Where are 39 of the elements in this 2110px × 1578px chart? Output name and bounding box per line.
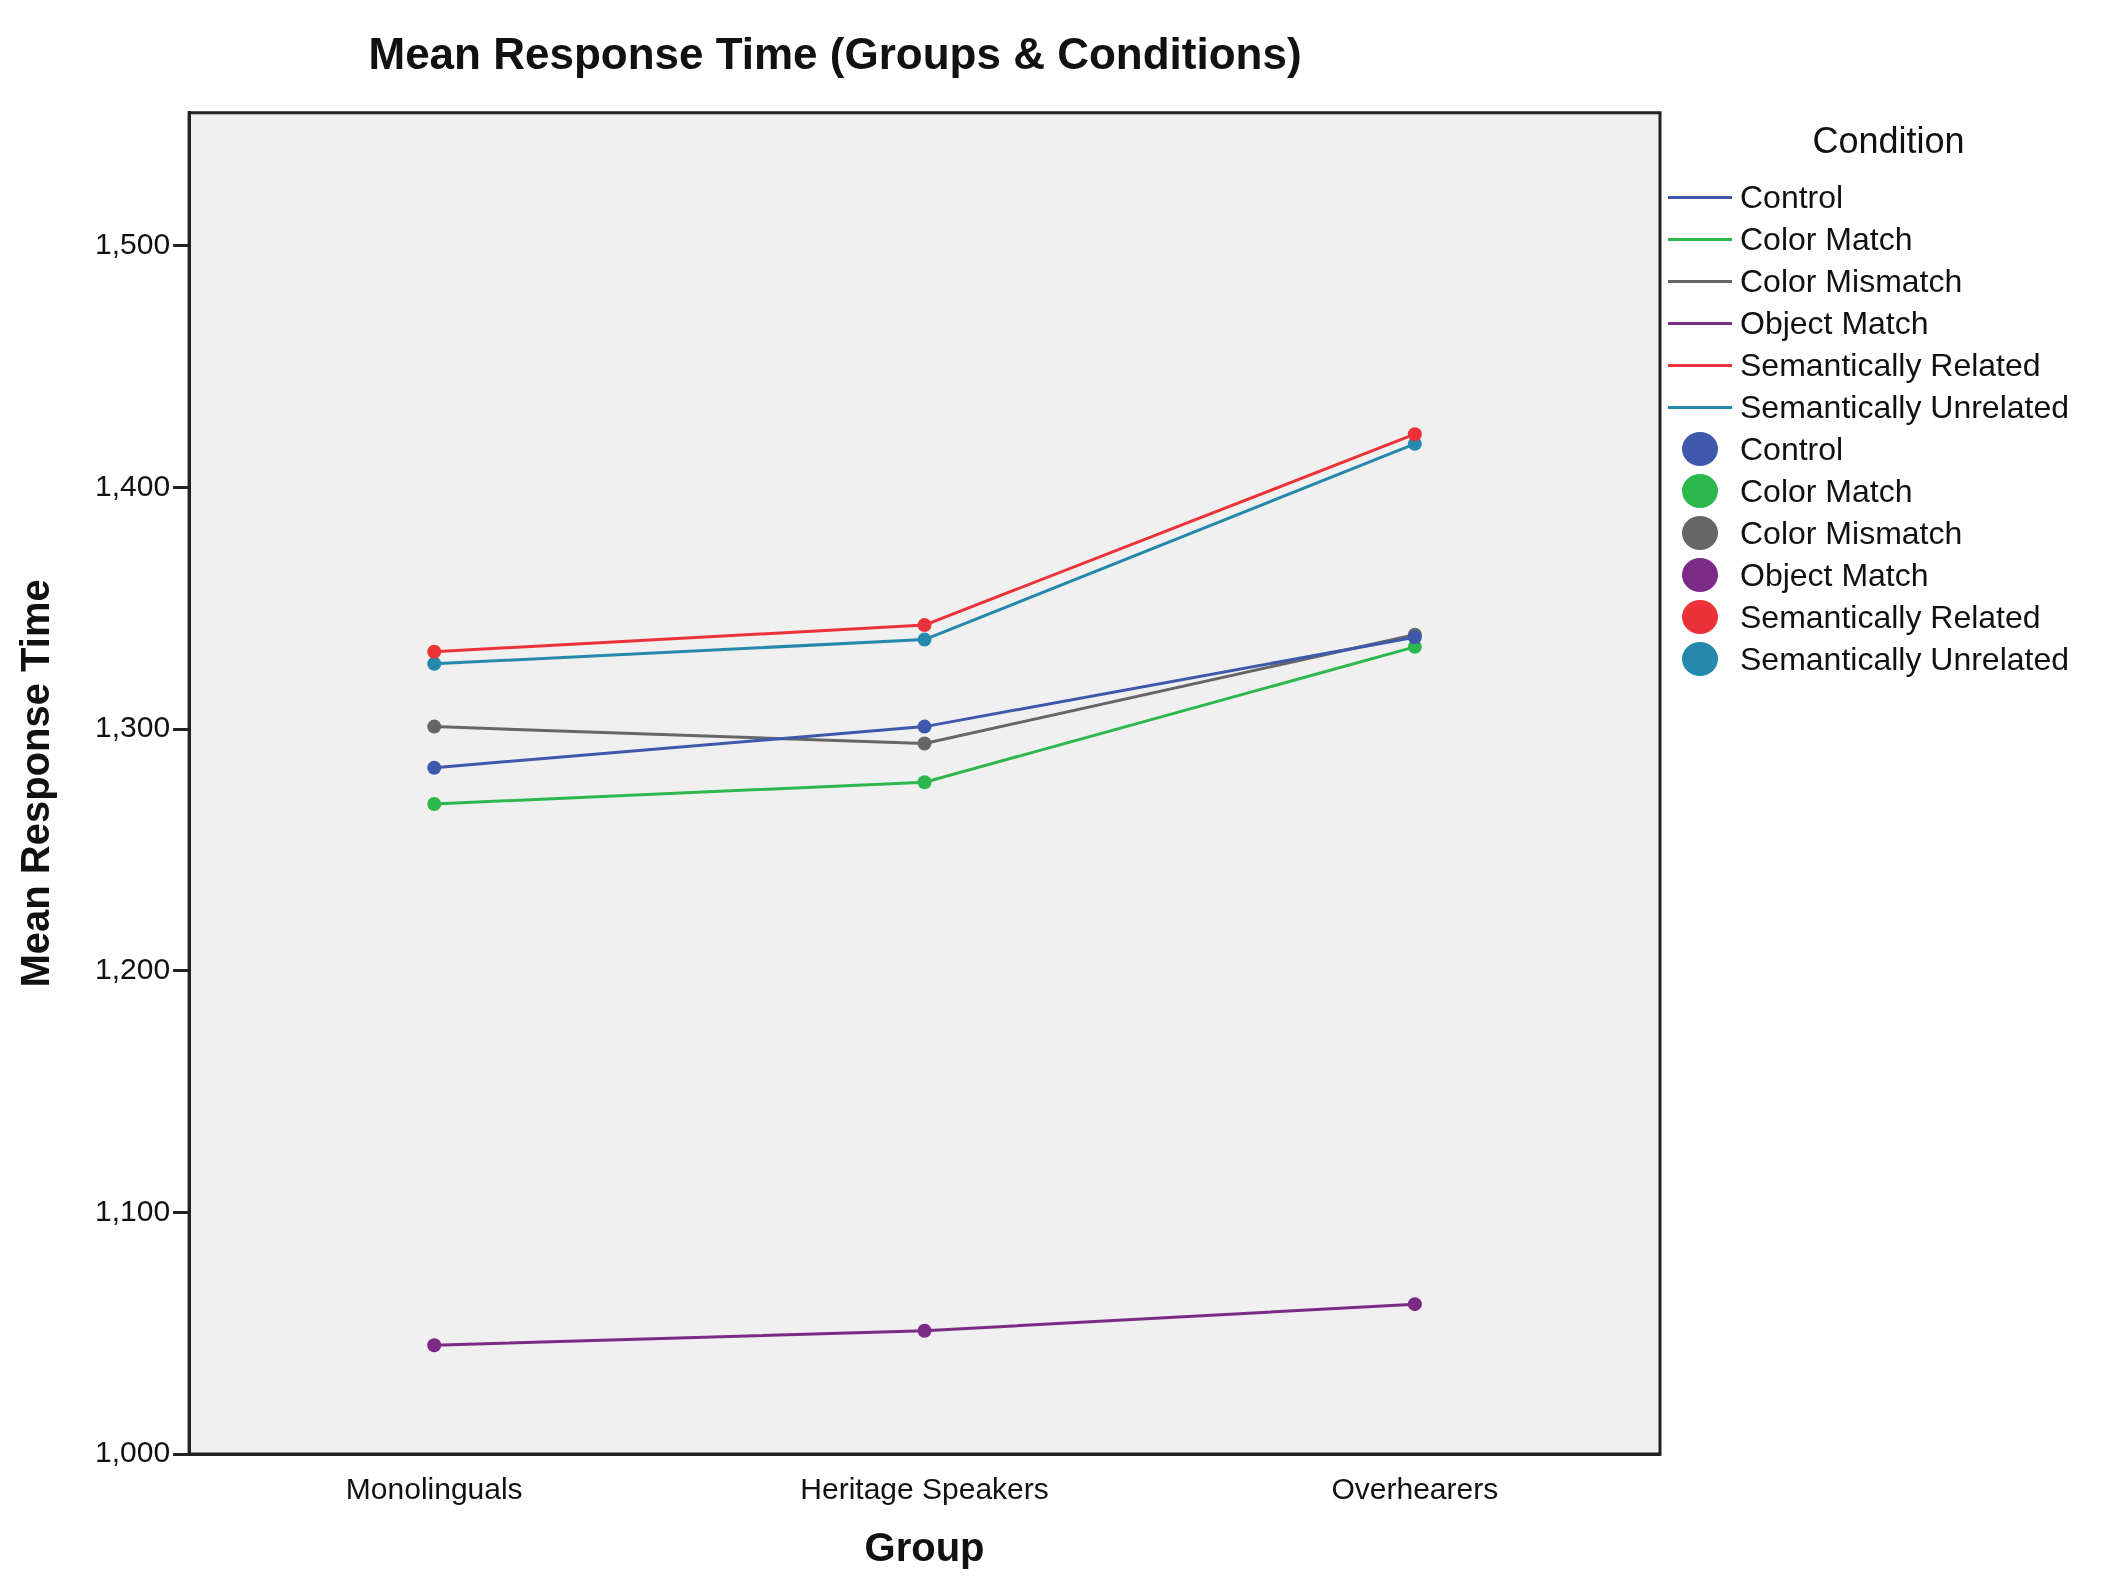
point [1407, 1297, 1422, 1312]
y-tick-label: 1,500 [95, 226, 171, 260]
point [427, 1338, 442, 1353]
legend-title: Condition [1811, 120, 1966, 162]
legend-label: Color Mismatch [1740, 514, 1963, 552]
y-axis-title: Mean Response Time [13, 579, 58, 988]
x-tick-label: Monolinguals [345, 1472, 523, 1506]
y-tick-label: 1,200 [95, 951, 171, 985]
x-tick-label: Heritage Speakers [800, 1472, 1049, 1506]
text: Color Match [1740, 220, 1913, 257]
legend-label: Control [1740, 430, 1844, 468]
y-tick-label: 1,400 [95, 468, 171, 502]
legend-label: Object Match [1740, 556, 1929, 594]
y-tick-label: 1,300 [95, 710, 171, 744]
legend-label: Semantically Related [1740, 598, 2041, 636]
point [427, 760, 442, 775]
point [427, 719, 442, 734]
legend-label: Semantically Unrelated [1740, 640, 2070, 678]
y-tick-label: 1,100 [95, 1193, 171, 1227]
text: Control [1740, 178, 1844, 215]
point [427, 656, 442, 671]
point [917, 1323, 932, 1338]
text: Color Mismatch [1740, 262, 1963, 299]
x-axis-title: Group [864, 1525, 985, 1570]
x-tick-label: Overhearers [1331, 1472, 1499, 1506]
point [917, 736, 932, 751]
point [917, 618, 932, 633]
point [917, 775, 932, 790]
point [917, 719, 932, 734]
point [427, 796, 442, 811]
point [917, 632, 932, 647]
text: Semantically Related [1740, 346, 2041, 383]
text: Semantically Unrelated [1740, 388, 2070, 425]
y-tick-label: 1,000 [95, 1435, 171, 1469]
point [1407, 427, 1422, 442]
legend-label: Color Match [1740, 472, 1913, 510]
text: Object Match [1740, 304, 1929, 341]
chart-title: Mean Response Time (Groups & Conditions) [368, 28, 1302, 78]
point [427, 644, 442, 659]
